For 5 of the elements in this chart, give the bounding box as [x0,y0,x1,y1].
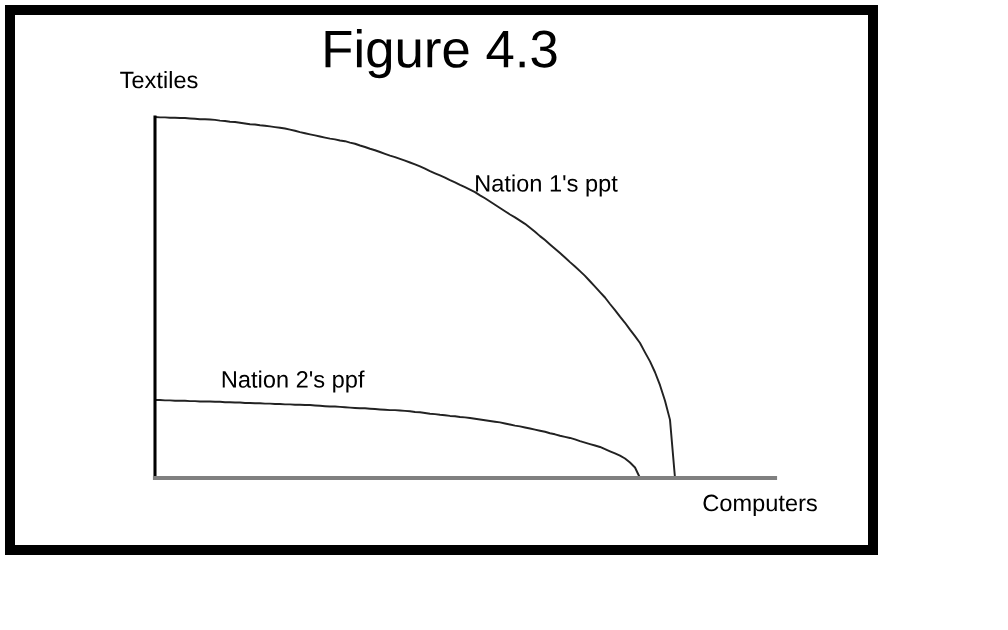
series-label: Nation 2's ppf [222,370,365,393]
chart-title: Figure 4.3 [325,29,557,79]
y-axis-title: Textiles [120,71,198,89]
x-axis-title: Computers [703,494,817,517]
series-label: Nation 1's ppt [476,174,618,197]
